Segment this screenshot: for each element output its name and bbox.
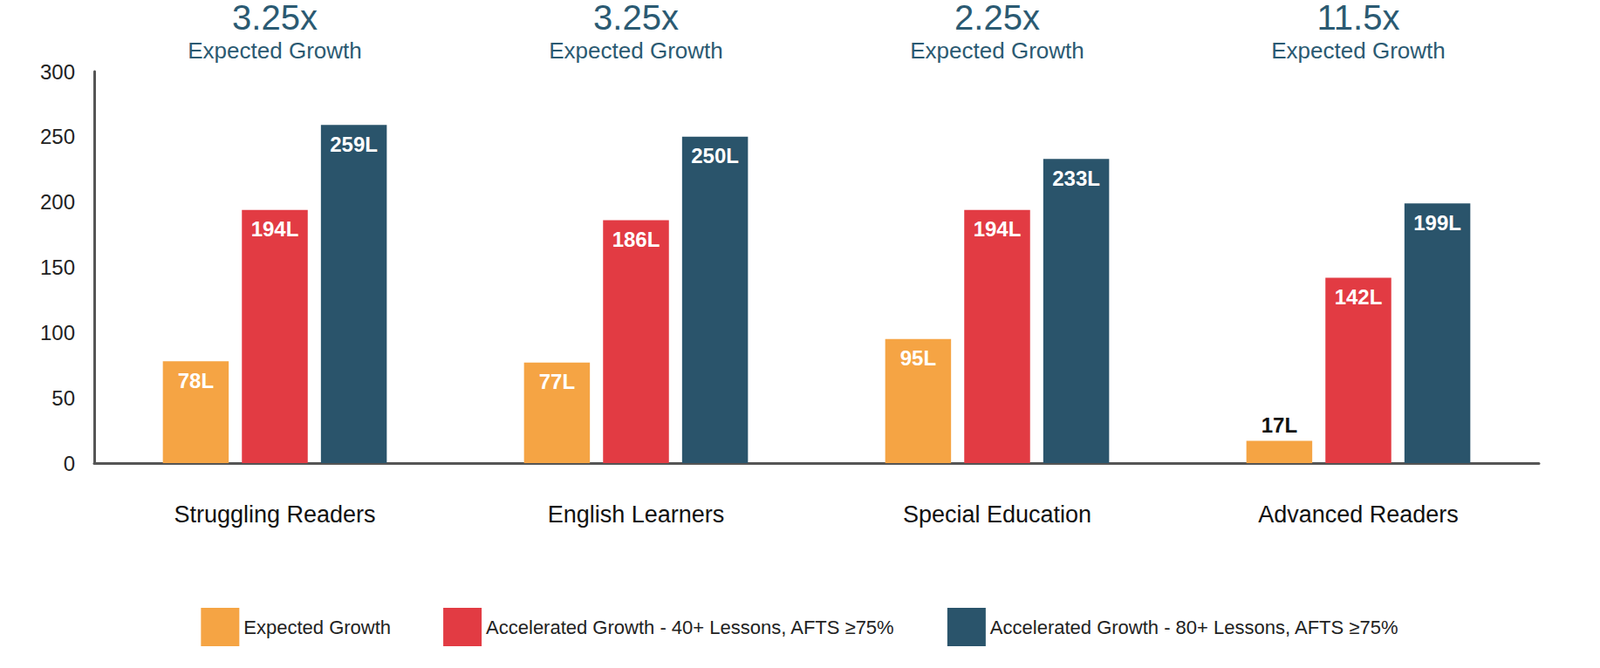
svg-text:77L: 77L xyxy=(539,369,575,394)
svg-text:Accelerated Growth - 80+ Lesso: Accelerated Growth - 80+ Lessons, AFTS ≥… xyxy=(990,616,1399,639)
svg-text:Struggling Readers: Struggling Readers xyxy=(173,501,376,528)
svg-text:259L: 259L xyxy=(329,132,378,157)
svg-text:150: 150 xyxy=(40,255,76,280)
svg-text:186L: 186L xyxy=(612,227,661,252)
svg-text:100: 100 xyxy=(40,321,76,345)
svg-text:199L: 199L xyxy=(1413,211,1462,235)
svg-text:Expected Growth: Expected Growth xyxy=(909,37,1084,64)
svg-text:Expected Growth: Expected Growth xyxy=(243,616,391,639)
svg-text:194L: 194L xyxy=(251,217,300,241)
svg-text:Expected Growth: Expected Growth xyxy=(1271,37,1445,64)
svg-text:0: 0 xyxy=(63,451,76,476)
svg-text:200: 200 xyxy=(40,190,76,214)
svg-text:50: 50 xyxy=(51,386,76,411)
svg-text:Expected Growth: Expected Growth xyxy=(187,37,362,64)
svg-text:3.25x: 3.25x xyxy=(593,0,679,37)
svg-text:3.25x: 3.25x xyxy=(232,0,318,37)
svg-text:300: 300 xyxy=(40,60,76,84)
svg-text:Accelerated Growth - 40+ Lesso: Accelerated Growth - 40+ Lessons, AFTS ≥… xyxy=(485,616,895,639)
svg-text:142L: 142L xyxy=(1334,285,1383,309)
svg-text:17L: 17L xyxy=(1261,413,1298,438)
svg-text:Special Education: Special Education xyxy=(902,501,1092,528)
svg-text:250L: 250L xyxy=(690,143,739,168)
svg-text:English Learners: English Learners xyxy=(547,501,725,528)
svg-text:2.25x: 2.25x xyxy=(954,0,1040,37)
svg-text:Expected Growth: Expected Growth xyxy=(548,37,723,64)
svg-text:250: 250 xyxy=(40,124,76,149)
svg-text:233L: 233L xyxy=(1052,166,1101,191)
svg-text:Advanced Readers: Advanced Readers xyxy=(1258,501,1459,528)
svg-text:95L: 95L xyxy=(900,346,937,370)
svg-text:78L: 78L xyxy=(177,369,214,393)
svg-text:11.5x: 11.5x xyxy=(1317,0,1401,37)
svg-text:194L: 194L xyxy=(973,217,1022,241)
